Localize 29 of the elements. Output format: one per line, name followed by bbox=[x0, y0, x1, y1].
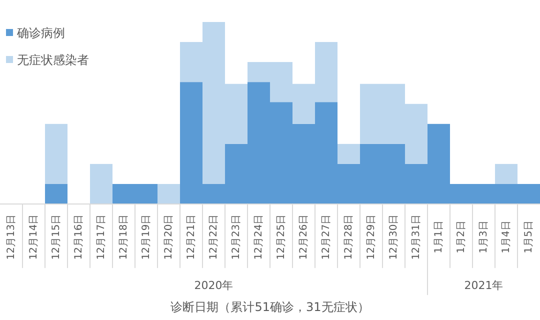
legend-label: 确诊病例 bbox=[16, 26, 65, 40]
x-tick-label: 12月31日 bbox=[410, 214, 422, 260]
x-tick-label: 12月22日 bbox=[208, 214, 220, 260]
x-tick-label: 12月14日 bbox=[28, 214, 40, 260]
x-tick-label: 12月17日 bbox=[96, 214, 107, 260]
x-tick-label: 12月13日 bbox=[6, 214, 17, 260]
x-tick-label: 12月24日 bbox=[253, 214, 264, 260]
x-tick-label: 1月5日 bbox=[523, 220, 534, 254]
x-tick-label: 12月16日 bbox=[73, 214, 84, 260]
x-axis-title: 诊断日期（累计51确诊，31无症状） bbox=[170, 300, 370, 314]
x-tick-label: 12月20日 bbox=[163, 214, 174, 260]
x-tick-label: 12月30日 bbox=[388, 214, 400, 260]
text: 2021年 bbox=[464, 279, 504, 292]
x-tick-label: 1月4日 bbox=[500, 220, 512, 254]
x-tick-label: 12月19日 bbox=[140, 214, 152, 260]
x-tick-label: 12月29日 bbox=[366, 214, 377, 260]
x-tick-label: 12月23日 bbox=[230, 214, 242, 260]
x-tick-label: 12月18日 bbox=[118, 214, 130, 260]
x-tick-label: 12月27日 bbox=[320, 214, 332, 260]
x-tick-label: 12月21日 bbox=[186, 214, 197, 260]
x-tick-label: 1月3日 bbox=[478, 220, 490, 254]
x-tick-label: 12月25日 bbox=[276, 214, 287, 260]
x-tick-label: 12月28日 bbox=[343, 214, 354, 260]
x-tick-label: 12月15日 bbox=[50, 214, 62, 260]
x-tick-label: 12月26日 bbox=[298, 214, 310, 260]
x-tick-label: 1月2日 bbox=[456, 220, 467, 254]
legend-label: 无症状感染者 bbox=[17, 53, 89, 67]
x-tick-label: 1月1日 bbox=[433, 220, 444, 254]
text: 2020年 bbox=[194, 279, 234, 292]
